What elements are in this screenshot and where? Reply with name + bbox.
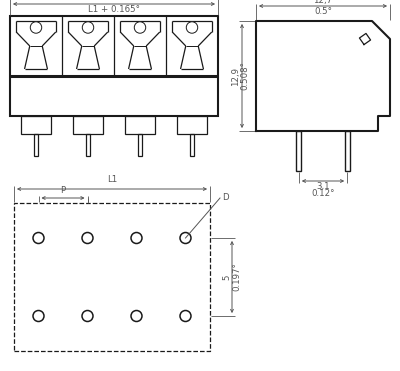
Text: 12,7: 12,7	[314, 0, 332, 4]
Bar	[22, 116, 50, 134]
Text: 0.5°: 0.5°	[314, 7, 332, 16]
Circle shape	[30, 22, 42, 33]
Polygon shape	[256, 21, 390, 131]
Bar	[190, 134, 194, 156]
Circle shape	[33, 311, 44, 322]
Bar	[296, 131, 301, 171]
Text: 5: 5	[222, 274, 232, 280]
Circle shape	[186, 22, 198, 33]
Bar	[34, 134, 38, 156]
Bar	[138, 134, 142, 156]
Circle shape	[180, 311, 191, 322]
Text: 3,1: 3,1	[316, 183, 330, 191]
Bar	[178, 116, 206, 134]
Text: P: P	[60, 186, 66, 195]
Text: L1 + 0.165°: L1 + 0.165°	[88, 4, 140, 13]
Bar	[126, 116, 154, 134]
Text: 12,9: 12,9	[232, 66, 240, 85]
Text: D: D	[222, 194, 229, 203]
Circle shape	[131, 233, 142, 243]
Bar	[10, 16, 218, 116]
Bar	[14, 203, 210, 351]
Text: 0.508°: 0.508°	[240, 62, 250, 91]
Circle shape	[180, 233, 191, 243]
Circle shape	[82, 233, 93, 243]
Circle shape	[82, 22, 94, 33]
Bar	[86, 134, 90, 156]
Bar	[74, 116, 102, 134]
Bar	[345, 131, 350, 171]
Polygon shape	[360, 33, 370, 45]
Circle shape	[134, 22, 146, 33]
Circle shape	[33, 233, 44, 243]
Text: 0.197°: 0.197°	[232, 263, 242, 292]
Circle shape	[131, 311, 142, 322]
Text: 0.12°: 0.12°	[311, 188, 335, 197]
Text: L1: L1	[107, 175, 117, 184]
Circle shape	[82, 311, 93, 322]
